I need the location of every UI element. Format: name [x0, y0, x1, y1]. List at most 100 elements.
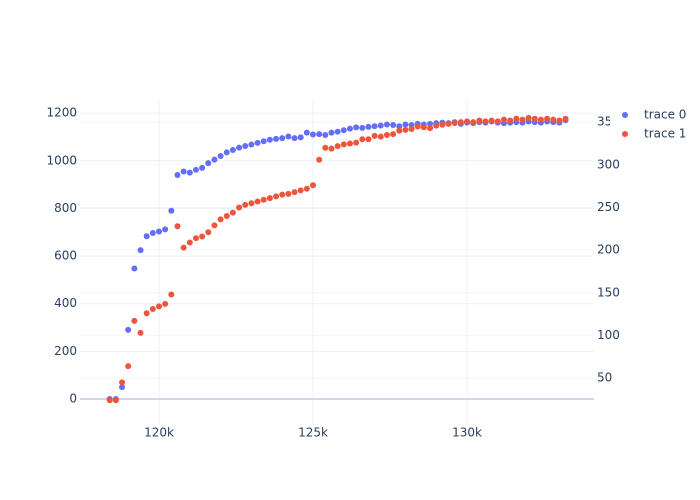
marker: [383, 131, 390, 138]
marker: [334, 143, 341, 150]
y2-tick-label: 200: [597, 243, 620, 257]
marker: [402, 121, 409, 128]
marker: [445, 120, 452, 127]
marker: [174, 172, 181, 179]
marker: [217, 216, 224, 223]
marker: [143, 310, 150, 317]
marker: [544, 115, 551, 122]
marker: [439, 121, 446, 128]
marker: [562, 115, 569, 122]
y2-tick-label: 100: [597, 328, 620, 342]
marker: [223, 213, 230, 220]
marker: [316, 131, 323, 138]
y-tick-label: 600: [54, 249, 77, 263]
marker: [279, 135, 286, 142]
marker: [186, 239, 193, 246]
marker: [156, 228, 163, 235]
marker: [137, 329, 144, 336]
marker: [223, 149, 230, 156]
marker: [266, 195, 273, 202]
marker: [476, 117, 483, 124]
marker: [414, 123, 421, 130]
marker: [359, 136, 366, 143]
marker: [260, 138, 267, 145]
marker: [427, 120, 434, 127]
marker: [346, 140, 353, 147]
marker: [162, 300, 169, 307]
y-tick-label: 1200: [46, 106, 77, 120]
marker: [211, 222, 218, 229]
marker: [383, 121, 390, 128]
marker: [500, 116, 507, 123]
marker: [119, 384, 126, 391]
marker: [525, 114, 532, 121]
marker: [149, 305, 156, 312]
marker: [162, 226, 169, 233]
marker: [279, 191, 286, 198]
marker: [291, 189, 298, 196]
y-tick-label: 200: [54, 344, 77, 358]
x-tick-label: 130k: [452, 426, 482, 440]
marker: [149, 229, 156, 236]
marker: [402, 126, 409, 133]
marker: [199, 233, 206, 240]
marker: [340, 141, 347, 148]
marker: [328, 145, 335, 152]
marker: [408, 126, 415, 133]
marker: [285, 133, 292, 140]
marker: [371, 123, 378, 130]
y-tick-label: 800: [54, 201, 77, 215]
marker: [488, 117, 495, 124]
marker: [420, 124, 427, 131]
marker: [254, 139, 261, 146]
marker: [143, 233, 150, 240]
marker: [285, 190, 292, 197]
marker: [205, 229, 212, 236]
marker: [174, 223, 181, 230]
y2-tick-label: 150: [597, 285, 620, 299]
y-tick-label: 0: [69, 392, 77, 406]
marker: [377, 133, 384, 140]
marker: [519, 116, 526, 123]
marker: [137, 247, 144, 254]
marker: [297, 187, 304, 194]
marker: [248, 200, 255, 207]
marker: [322, 144, 329, 151]
marker: [168, 207, 175, 214]
marker: [396, 123, 403, 130]
marker: [396, 127, 403, 134]
marker: [353, 139, 360, 146]
marker: [328, 129, 335, 136]
y2-tick-label: 250: [597, 200, 620, 214]
marker: [217, 152, 224, 159]
marker: [254, 198, 261, 205]
marker: [260, 196, 267, 203]
legend-marker: [622, 112, 628, 118]
marker: [236, 144, 243, 151]
marker: [513, 115, 520, 122]
marker: [297, 134, 304, 141]
marker: [550, 116, 557, 123]
marker: [457, 119, 464, 126]
marker: [507, 117, 514, 124]
marker: [537, 116, 544, 123]
marker: [125, 363, 132, 370]
marker: [192, 235, 199, 242]
marker: [359, 124, 366, 131]
marker: [371, 132, 378, 139]
marker: [192, 166, 199, 173]
marker: [229, 147, 236, 154]
marker: [464, 118, 471, 125]
marker: [248, 141, 255, 148]
marker: [322, 132, 329, 139]
y2-tick-label: 50: [597, 371, 612, 385]
marker: [433, 122, 440, 129]
marker: [125, 326, 132, 333]
marker: [266, 136, 273, 143]
marker: [334, 128, 341, 135]
marker: [236, 204, 243, 211]
legend-marker: [622, 131, 628, 137]
marker: [291, 135, 298, 142]
marker: [353, 124, 360, 131]
